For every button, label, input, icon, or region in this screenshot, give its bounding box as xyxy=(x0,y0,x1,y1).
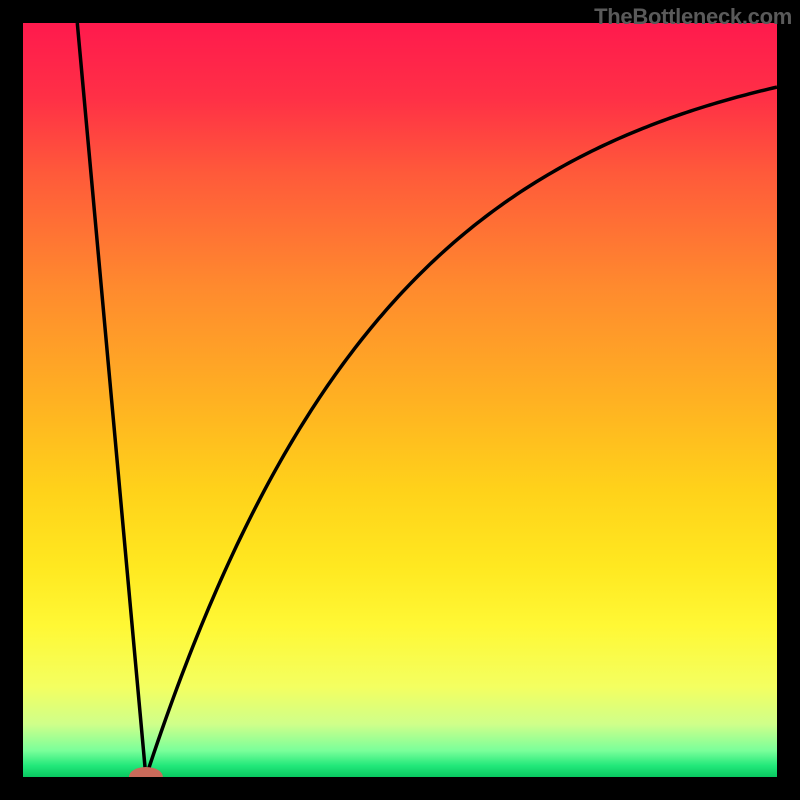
watermark-text: TheBottleneck.com xyxy=(594,4,792,30)
chart-container: TheBottleneck.com xyxy=(0,0,800,800)
bottleneck-chart xyxy=(0,0,800,800)
